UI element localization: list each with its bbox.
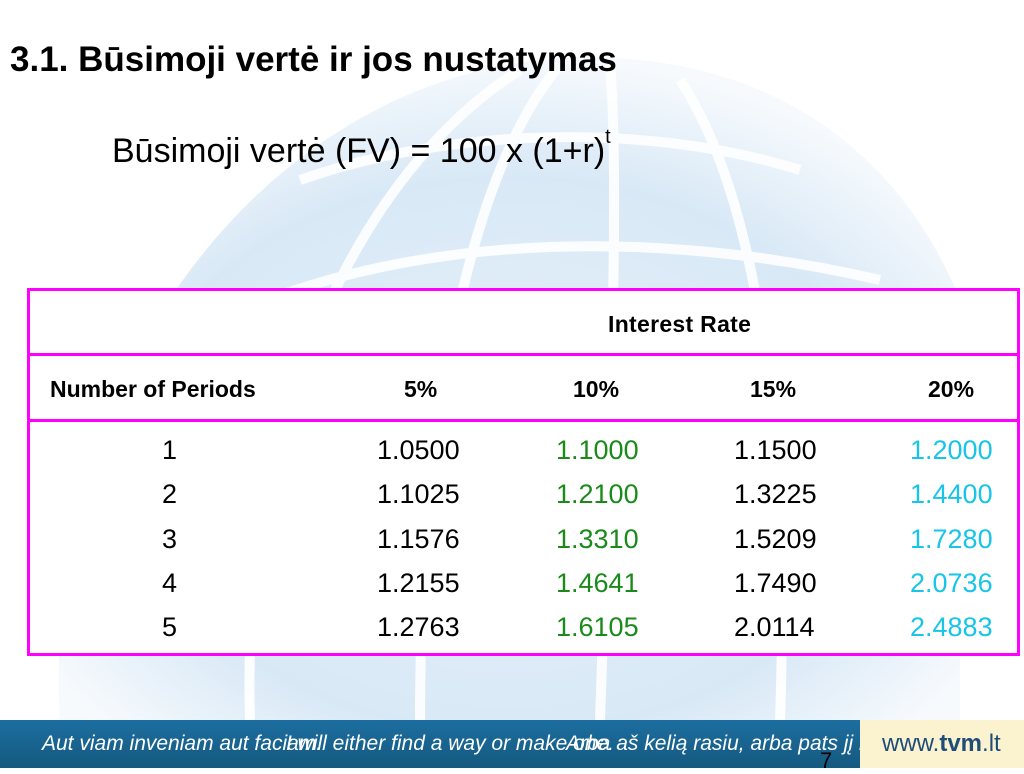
cell-rate-20: 1.4400 — [910, 479, 993, 509]
motto-latin: Aut viam inveniam aut faciam. — [42, 732, 323, 755]
cell-rate-5: 1.0500 — [377, 435, 460, 465]
site-suffix: .lt — [982, 730, 1001, 757]
motto-english: I will either find a way or make one. — [286, 732, 614, 755]
col-header-15: 15% — [750, 376, 797, 402]
fv-formula-exponent: t — [605, 126, 611, 148]
interest-rate-table: Interest Rate Number of Periods 5% 10% 1… — [27, 288, 1020, 656]
page-title: 3.1. Būsimoji vertė ir jos nustatymas — [10, 40, 617, 79]
cell-rate-15: 1.3225 — [734, 479, 817, 509]
cell-rate-5: 1.2155 — [377, 568, 460, 598]
cell-period: 3 — [162, 524, 178, 554]
cell-rate-5: 1.2763 — [377, 612, 460, 642]
cell-period: 2 — [162, 479, 178, 509]
col-header-periods: Number of Periods — [50, 376, 256, 402]
col-header-20: 20% — [928, 376, 975, 402]
cell-period: 1 — [162, 435, 178, 465]
site-name: tvm — [939, 730, 983, 757]
cell-rate-15: 2.0114 — [734, 612, 815, 642]
site-box — [860, 720, 1024, 768]
fv-formula: Būsimoji vertė (FV) = 100 x (1+r)t — [112, 126, 611, 171]
cell-rate-15: 1.1500 — [734, 435, 817, 465]
cell-rate-15: 1.7490 — [734, 568, 817, 598]
fv-formula-text: Būsimoji vertė (FV) = 100 x (1+r) — [112, 132, 606, 170]
cell-rate-20: 2.4883 — [910, 612, 993, 642]
cell-rate-10: 1.4641 — [556, 568, 639, 598]
cell-rate-10: 1.3310 — [556, 524, 639, 554]
table-header-row: Number of Periods 5% 10% 15% 20% — [30, 356, 1017, 422]
cell-period: 5 — [162, 612, 178, 642]
cell-rate-10: 1.2100 — [556, 479, 639, 509]
cell-rate-20: 1.7280 — [910, 524, 993, 554]
site-prefix: www. — [882, 730, 940, 757]
motto-lithuanian: Arba aš kelią rasiu, arba pats jį nuties… — [566, 732, 938, 755]
cell-rate-5: 1.1576 — [377, 524, 460, 554]
col-header-5: 5% — [404, 376, 438, 402]
interest-rate-header: Interest Rate — [608, 311, 752, 337]
cell-rate-10: 1.1000 — [556, 435, 639, 465]
footer-band: Aut viam inveniam aut faciam. I will eit… — [0, 720, 1024, 768]
cell-rate-15: 1.5209 — [734, 524, 817, 554]
page-number: 7 — [820, 748, 833, 773]
cell-rate-10: 1.6105 — [556, 612, 639, 642]
cell-period: 4 — [162, 568, 178, 598]
cell-rate-5: 1.1025 — [377, 479, 460, 509]
col-header-10: 10% — [573, 376, 620, 402]
cell-rate-20: 1.2000 — [910, 435, 993, 465]
site-link[interactable]: www.tvm.lt — [882, 730, 1001, 758]
cell-rate-20: 2.0736 — [910, 568, 993, 598]
table-group-header-row: Interest Rate — [30, 291, 1017, 356]
